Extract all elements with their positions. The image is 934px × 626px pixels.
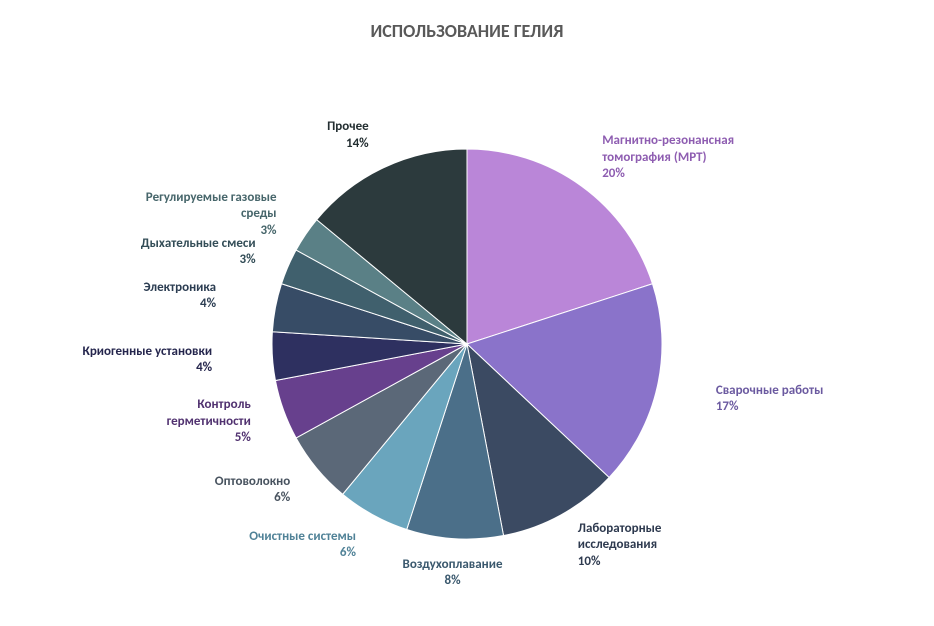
pie-svg [272,149,662,539]
slice-label: Прочее 14% [327,119,369,152]
slice-label: Регулируемые газовые среды 3% [146,190,277,239]
chart-title: ИСПОЛЬЗОВАНИЕ ГЕЛИЯ [0,20,934,42]
slice-label: Сварочные работы 17% [716,383,824,416]
pie-wrap [272,149,662,539]
slice-label: Воздухоплавание 8% [403,557,503,590]
pie-chart-container: ИСПОЛЬЗОВАНИЕ ГЕЛИЯ Магнитно-резонансная… [0,0,934,626]
slice-label: Лабораторные исследования 10% [578,521,662,570]
slice-label: Электроника 4% [144,280,217,313]
slice-label: Очистные системы 6% [249,529,356,562]
slice-label: Магнитно-резонансная томография (МРТ) 20… [602,133,734,182]
slice-label: Дыхательные смеси 3% [141,236,256,269]
slice-label: Оптоволокно 6% [215,474,290,507]
slice-label: Контроль герметичности 5% [167,397,251,446]
slice-label: Криогенные установки 4% [83,344,213,377]
